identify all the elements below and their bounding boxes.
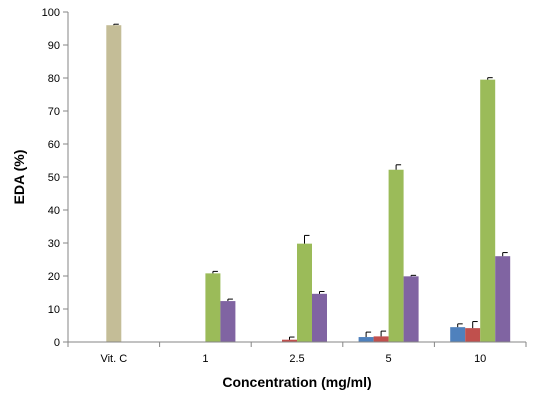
bar (480, 79, 496, 343)
bar (297, 243, 312, 342)
bar (450, 327, 466, 342)
y-tick-label: 60 (48, 139, 60, 151)
bar (465, 328, 481, 342)
bar (282, 339, 297, 342)
bar (220, 301, 236, 342)
y-tick-label: 100 (42, 7, 60, 19)
y-tick-label: 40 (48, 205, 60, 217)
y-tick-label: 30 (48, 238, 60, 250)
bar (388, 169, 404, 342)
x-tick-label: Vit. C (100, 353, 127, 365)
y-tick-label: 0 (54, 337, 60, 349)
y-tick-label: 50 (48, 172, 60, 184)
y-axis-ticks: 0 10 20 30 40 50 60 70 80 90 100 (42, 7, 68, 349)
bar (495, 256, 511, 342)
x-tick-label: 10 (474, 353, 486, 365)
y-tick-label: 70 (48, 106, 60, 118)
bar (373, 336, 389, 342)
x-tick-label: 2.5 (289, 353, 304, 365)
y-tick-label: 90 (48, 40, 60, 52)
y-axis-title: EDA (%) (11, 150, 27, 205)
y-tick-label: 80 (48, 73, 60, 85)
x-axis-ticks: Vit. C 1 2.5 5 10 (67, 342, 527, 365)
x-tick-label: 1 (202, 353, 208, 365)
axes (67, 12, 526, 343)
bar (205, 273, 221, 342)
bar (358, 337, 374, 342)
bars (106, 23, 511, 343)
bar (106, 25, 122, 342)
y-tick-label: 10 (48, 304, 60, 316)
x-tick-label: 5 (386, 353, 392, 365)
y-tick-label: 20 (48, 271, 60, 283)
bar (403, 276, 419, 342)
bar (312, 293, 327, 342)
x-axis-title: Concentration (mg/ml) (222, 374, 371, 390)
